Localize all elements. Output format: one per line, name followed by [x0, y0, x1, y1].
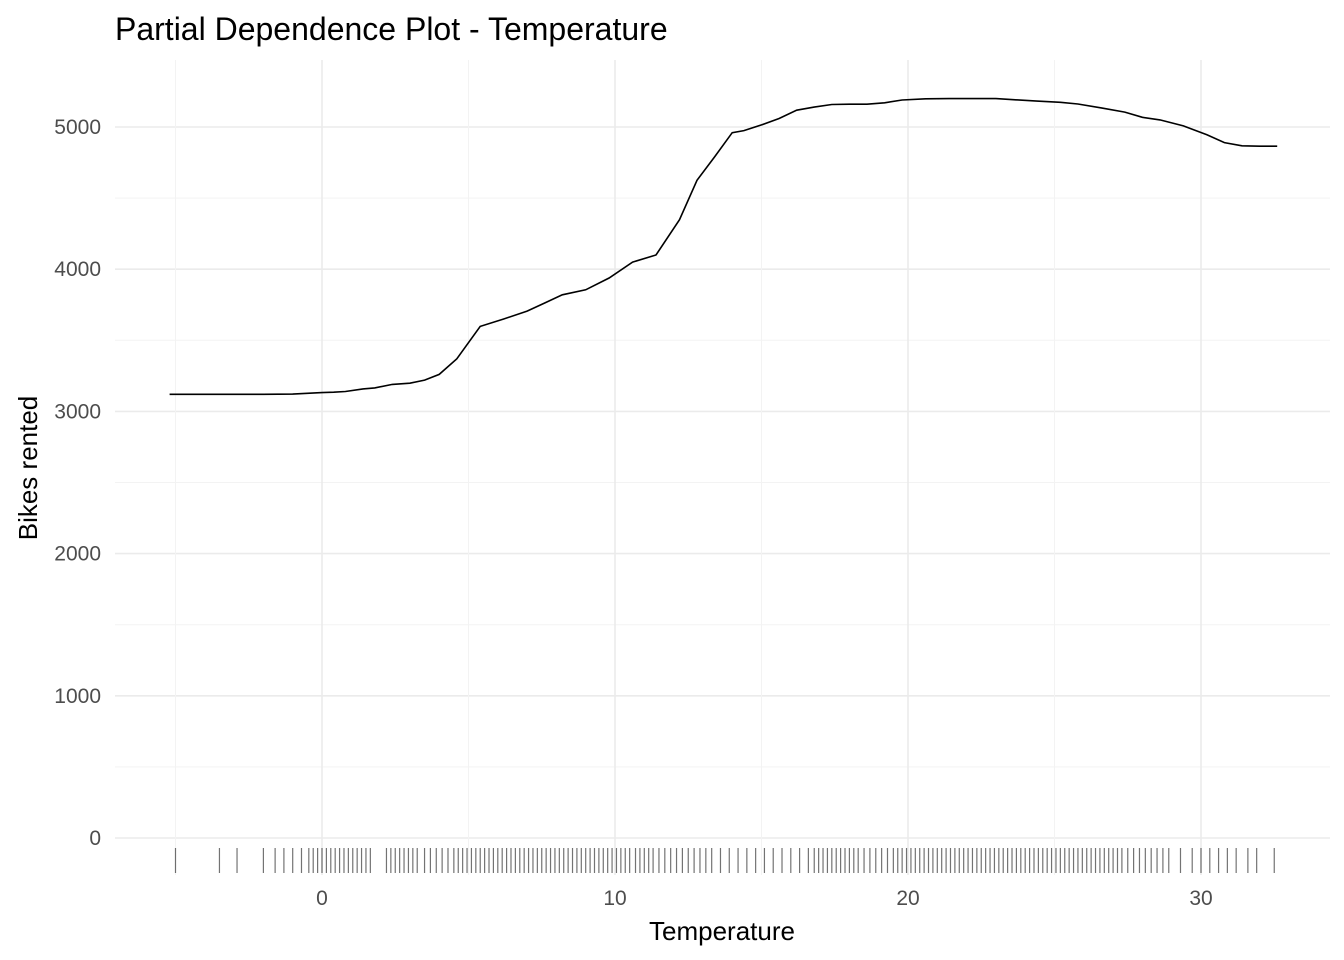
- y-axis-title: Bikes rented: [13, 396, 43, 541]
- partial-dependence-series: [169, 97, 1278, 396]
- x-tick-label: 20: [896, 887, 919, 910]
- x-tick-label: 0: [316, 887, 328, 910]
- y-tick-label: 1000: [54, 685, 101, 708]
- y-tick-label: 3000: [54, 400, 101, 423]
- x-axis-ticks: 0 10 20 30: [316, 887, 1213, 910]
- y-tick-label: 5000: [54, 116, 101, 139]
- y-tick-label: 4000: [54, 258, 101, 281]
- y-axis-ticks: 0 1000 2000 3000 4000 5000: [54, 116, 101, 850]
- grid-lines: [115, 60, 1330, 875]
- x-tick-label: 30: [1189, 887, 1212, 910]
- rug-marks: [174, 848, 1275, 873]
- partial-dependence-line: [169, 97, 1278, 396]
- chart-title: Partial Dependence Plot - Temperature: [115, 11, 668, 47]
- y-tick-label: 0: [89, 827, 101, 850]
- x-axis-title: Temperature: [649, 916, 795, 946]
- y-tick-label: 2000: [54, 543, 101, 566]
- x-tick-label: 10: [603, 887, 626, 910]
